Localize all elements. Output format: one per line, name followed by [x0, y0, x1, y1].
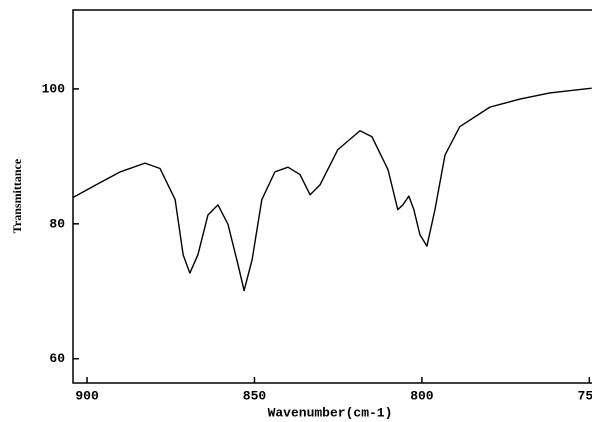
- plot-frame: [72, 9, 592, 384]
- y-tick-label: 60: [49, 351, 65, 366]
- x-tick-label: 800: [410, 388, 434, 403]
- x-tick-label: 900: [75, 388, 99, 403]
- x-tick-label: 850: [243, 388, 267, 403]
- x-axis-label: Wavenumber(cm-1): [268, 405, 393, 420]
- y-tick-label: 80: [49, 216, 65, 231]
- y-tick-label: 100: [42, 81, 66, 96]
- y-axis-label: Transmittance: [10, 158, 24, 233]
- spectrum-line: [72, 87, 592, 292]
- x-tick-label: 75: [578, 388, 592, 403]
